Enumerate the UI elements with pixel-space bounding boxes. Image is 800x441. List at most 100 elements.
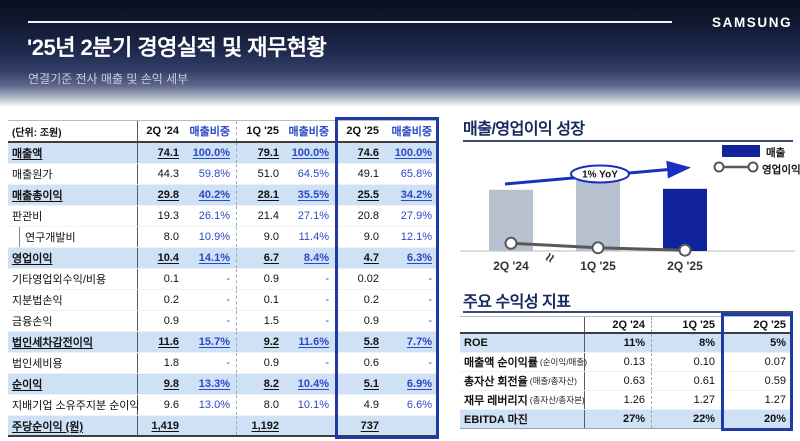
ratio-label-text: 재무 레버리지 bbox=[464, 395, 528, 407]
ratio-row: 재무 레버리지 (총자산/총자본) 1.26 1.27 1.27 bbox=[460, 391, 792, 410]
income-row: 영업이익 10.4 14.1% 6.7 8.4% 4.7 6.3% bbox=[8, 248, 438, 269]
header-band: SAMSUNG '25년 2분기 경영실적 및 재무현황 연결기준 전사 매출 … bbox=[0, 0, 800, 108]
cell-value: - bbox=[185, 311, 237, 331]
income-row: 연구개발비 8.0 10.9% 9.0 11.4% 9.0 12.1% bbox=[8, 227, 438, 248]
cell-value: 11.4% bbox=[285, 227, 336, 247]
cell-value: 1.5 bbox=[263, 315, 279, 327]
cell-value: 13.0% bbox=[185, 395, 237, 415]
ratio-label-sub: (순이익/매출) bbox=[539, 357, 588, 367]
ratio-col-2q24: 2Q '24 bbox=[585, 317, 652, 332]
ratio-cell-value: 1.27 bbox=[764, 394, 786, 406]
row-label: 법인세비용 bbox=[8, 353, 138, 373]
row-label: 법인세차감전이익 bbox=[8, 332, 138, 352]
ratio-col-2q25: 2Q '25 bbox=[753, 318, 786, 331]
op-point-2q24 bbox=[504, 236, 518, 250]
cell-value: 11.6% bbox=[285, 332, 336, 352]
page-title: '25년 2분기 경영실적 및 재무현황 bbox=[27, 35, 327, 60]
income-statement-table: (단위: 조원) 2Q '24 매출비중 1Q '25 매출비중 2Q '25 … bbox=[8, 120, 438, 437]
ratio-row: ROE 11% 8% 5% bbox=[460, 334, 792, 353]
ratio-cell-value: 0.59 bbox=[764, 375, 786, 387]
cell-value: 0.1 bbox=[163, 273, 179, 285]
income-row: 판관비 19.3 26.1% 21.4 27.1% 20.8 27.9% bbox=[8, 206, 438, 227]
income-table-body: 매출액 74.1 100.0% 79.1 100.0% 74.6 100.0% 매출원가 44.… bbox=[8, 143, 438, 437]
ratio-table-body: ROE 11% 8% 5% 매출액 순이익률 (순이익/매출) 0.13 0.10 0.07 총자… bbox=[460, 334, 792, 429]
ratio-label-text: ROE bbox=[464, 337, 488, 349]
income-row: 매출원가 44.3 59.8% 51.0 64.5% 49.1 65.8% bbox=[8, 164, 438, 185]
row-label: 연구개발비 bbox=[8, 227, 138, 247]
cell-value: 34.2% bbox=[400, 189, 432, 201]
ratio-cell-value: 8% bbox=[652, 334, 722, 352]
ratio-label-text: EBITDA 마진 bbox=[464, 414, 528, 426]
cell-value: 51.0 bbox=[257, 168, 279, 180]
ratio-row: 총자산 회전율 (매출/총자산) 0.63 0.61 0.59 bbox=[460, 372, 792, 391]
col-header-1q25: 1Q '25 bbox=[246, 125, 279, 137]
cell-value: 9.0 bbox=[363, 231, 379, 243]
cell-value: 5.8 bbox=[363, 336, 379, 348]
cell-value: 49.1 bbox=[357, 168, 379, 180]
cell-value: - bbox=[428, 357, 432, 369]
cell-value: 27.1% bbox=[285, 206, 336, 226]
row-label: 매출액 bbox=[8, 143, 138, 163]
operating-profit-legend-icon bbox=[713, 161, 759, 173]
yoy-trend-arrow bbox=[504, 160, 691, 186]
cell-value: 14.1% bbox=[185, 248, 237, 268]
cell-value: 1,192 bbox=[251, 419, 279, 432]
ratio-label-sub: (총자산/총자본) bbox=[529, 395, 585, 405]
cell-value: 8.0 bbox=[163, 231, 179, 243]
cell-value: 9.8 bbox=[163, 378, 179, 390]
bar-2q24 bbox=[489, 189, 533, 251]
cell-value: - bbox=[185, 290, 237, 310]
ratio-cell-value: 0.61 bbox=[652, 372, 722, 390]
income-row: 금융손익 0.9-1.5-0.9- bbox=[8, 311, 438, 332]
cell-value bbox=[185, 416, 237, 435]
cell-value: 100.0% bbox=[394, 147, 432, 159]
x-label-2q25: 2Q '25 bbox=[667, 259, 703, 273]
cell-value: 10.9% bbox=[185, 227, 237, 247]
axis-break-icon: ≈ bbox=[541, 250, 560, 266]
cell-value: 8.4% bbox=[285, 248, 336, 268]
cell-value: 9.2 bbox=[263, 336, 279, 348]
cell-value: 1,419 bbox=[151, 419, 179, 432]
cell-value: 0.9 bbox=[163, 315, 179, 327]
cell-value: 10.4% bbox=[285, 374, 336, 394]
cell-value: 9.6 bbox=[163, 399, 179, 411]
income-row: 매출액 74.1 100.0% 79.1 100.0% 74.6 100.0% bbox=[8, 143, 438, 164]
cell-value: 4.9 bbox=[363, 399, 379, 411]
cell-value: 0.02 bbox=[357, 273, 379, 285]
ratio-cell-value: 5% bbox=[770, 337, 786, 349]
cell-value: 9.0 bbox=[263, 231, 279, 243]
cell-value: - bbox=[285, 353, 336, 373]
ratio-col-1q25: 1Q '25 bbox=[652, 317, 722, 332]
op-point-2q25 bbox=[678, 243, 692, 257]
income-row: 주당순이익 (원) 1,419 1,192 737 bbox=[8, 416, 438, 437]
cell-value: 12.1% bbox=[400, 231, 432, 243]
cell-value: 10.4 bbox=[157, 252, 179, 264]
row-label: 판관비 bbox=[8, 206, 138, 226]
cell-value: - bbox=[185, 353, 237, 373]
yoy-annotation: 1% YoY bbox=[582, 170, 618, 181]
ratio-table-title: 주요 수익성 지표 bbox=[463, 294, 571, 311]
operating-profit-legend-label: 영업이익 bbox=[762, 164, 800, 176]
income-row: 매출총이익 29.8 40.2% 28.1 35.5% 25.5 34.2% bbox=[8, 185, 438, 206]
cell-value: 6.7 bbox=[263, 252, 279, 264]
cell-value: 8.0 bbox=[263, 399, 279, 411]
cell-value: 74.6 bbox=[357, 147, 379, 159]
cell-value bbox=[385, 416, 438, 435]
cell-value: 21.4 bbox=[257, 210, 279, 222]
cell-value: 6.6% bbox=[406, 399, 432, 411]
cell-value: 10.1% bbox=[285, 395, 336, 415]
cell-value: 8.2 bbox=[263, 378, 279, 390]
cell-value: 1.8 bbox=[163, 357, 179, 369]
cell-value: 100.0% bbox=[185, 143, 237, 163]
operating-profit-line bbox=[510, 241, 686, 252]
ratio-cell-value: 27% bbox=[585, 410, 652, 428]
cell-value bbox=[285, 416, 336, 435]
cell-value: - bbox=[285, 290, 336, 310]
ratio-cell-value: 1.26 bbox=[585, 391, 652, 409]
row-label: 영업이익 bbox=[8, 248, 138, 268]
cell-value: 100.0% bbox=[285, 143, 336, 163]
ratio-corner-cell bbox=[460, 317, 585, 332]
income-row: 법인세차감전이익 11.6 15.7% 9.2 11.6% 5.8 7.7% bbox=[8, 332, 438, 353]
ratio-cell-value: 0.10 bbox=[652, 353, 722, 371]
ratio-row-label: 재무 레버리지 (총자산/총자본) bbox=[460, 391, 585, 409]
